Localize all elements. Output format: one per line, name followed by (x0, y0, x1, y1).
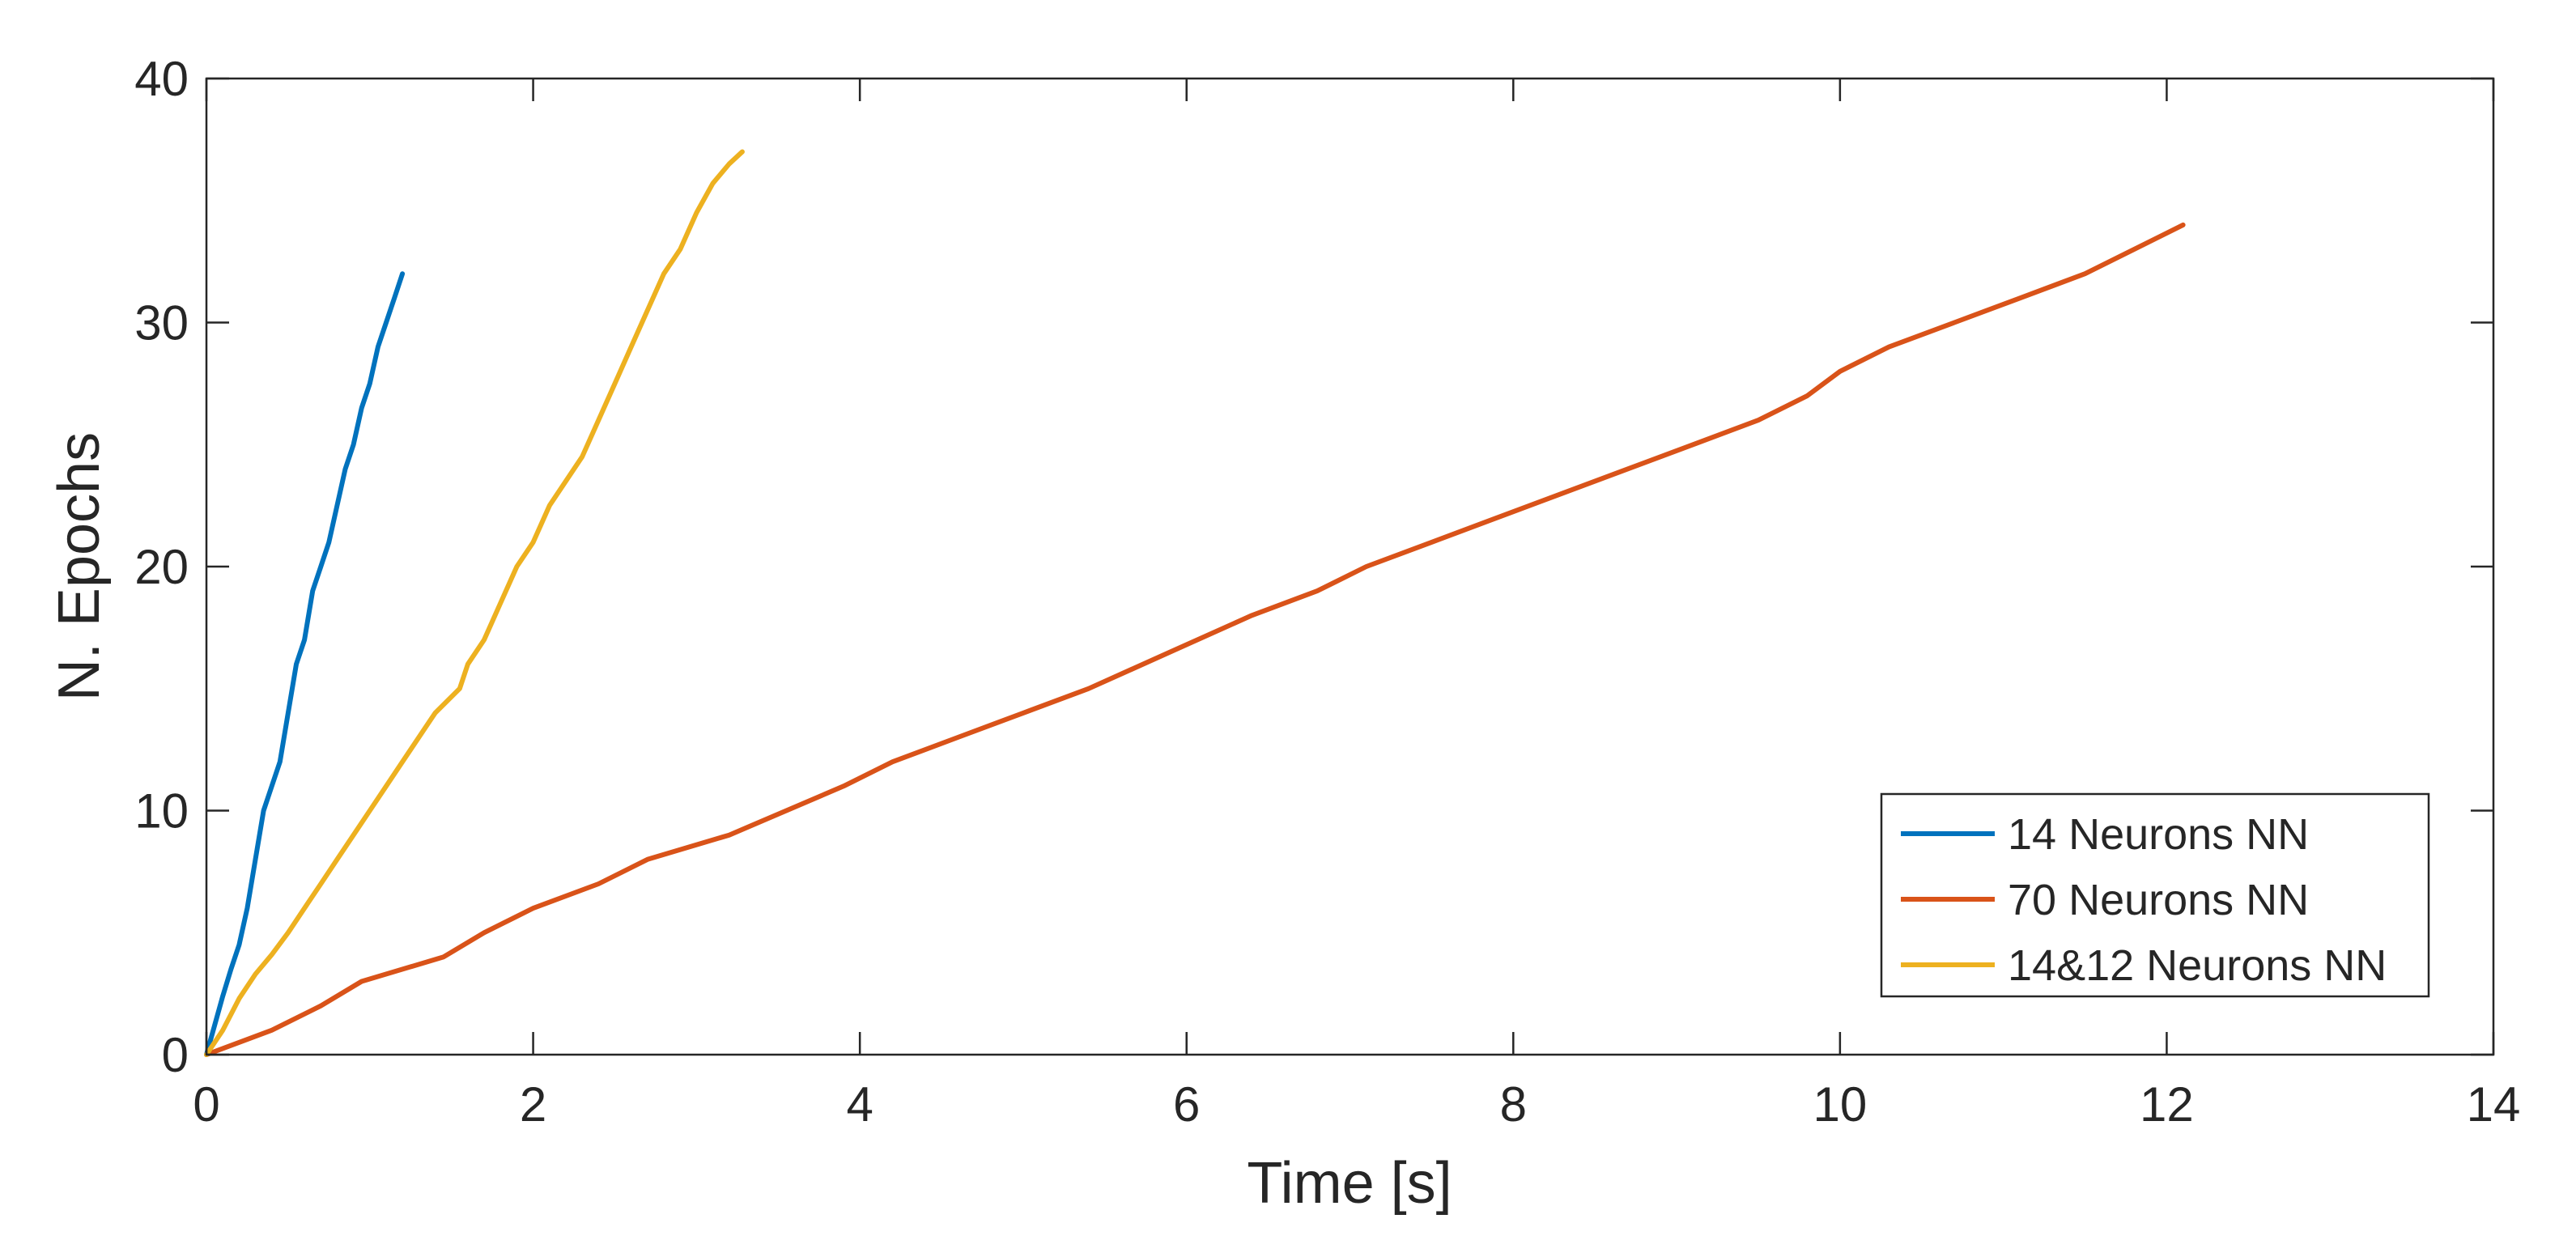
x-tick-label: 6 (1173, 1077, 1200, 1132)
series-layer (204, 149, 2186, 1057)
x-tick-label: 4 (846, 1077, 873, 1132)
x-tick-label: 10 (1813, 1077, 1867, 1132)
x-tick-label: 0 (193, 1077, 219, 1132)
legend-items: 14 Neurons NN 70 Neurons NN 14&12 Neurons … (1901, 810, 2387, 990)
y-tick-label: 30 (134, 296, 189, 350)
legend-label-3: 14&12 Neurons NN (2008, 941, 2387, 990)
y-axis-label: N. Epochs (47, 432, 112, 701)
x-axis-label: Time [s] (1247, 1151, 1452, 1216)
legend: 14 Neurons NN 70 Neurons NN 14&12 Neurons … (1880, 792, 2430, 998)
y-tick-label: 0 (162, 1028, 189, 1082)
legend-label-1: 14 Neurons NN (2008, 810, 2309, 859)
y-tick-label: 20 (134, 540, 189, 594)
y-tick-label: 10 (134, 784, 189, 839)
x-tick-label: 8 (1500, 1077, 1527, 1132)
x-tick-label: 12 (2140, 1077, 2194, 1132)
x-tick-label: 14 (2467, 1077, 2521, 1132)
ticks-layer: 0 2 4 6 8 10 12 14 0 10 20 30 40 (134, 52, 2520, 1132)
x-tick-label: 2 (520, 1077, 546, 1132)
legend-label-2: 70 Neurons NN (2008, 876, 2309, 924)
series-line-1 (204, 271, 406, 1057)
y-tick-label: 40 (134, 52, 189, 106)
series-line-2 (204, 222, 2186, 1057)
series-line-3 (204, 149, 745, 1057)
